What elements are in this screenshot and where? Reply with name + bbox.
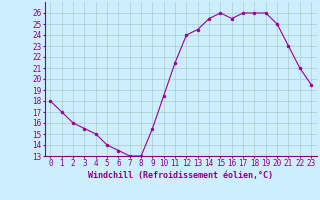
X-axis label: Windchill (Refroidissement éolien,°C): Windchill (Refroidissement éolien,°C) bbox=[88, 171, 273, 180]
